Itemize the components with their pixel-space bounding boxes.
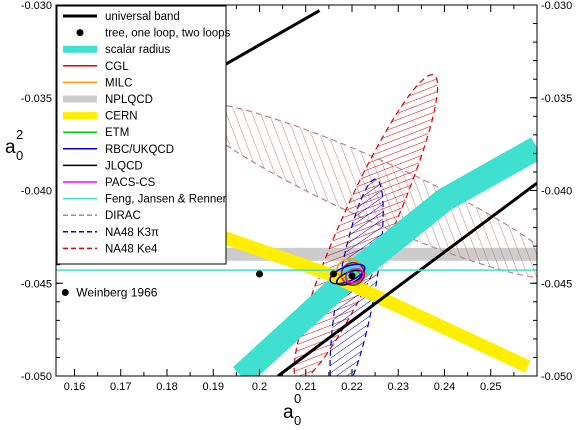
y-tick-label: -0.040 [21, 186, 52, 198]
x-tick-label: 0.2 [252, 381, 267, 393]
y-tick-label-right: -0.045 [541, 278, 572, 290]
point-weinberg [61, 289, 69, 297]
point-one-loop [330, 270, 337, 278]
x-axis-label-sup: 0 [294, 391, 301, 406]
scalar-radius-band [232, 137, 537, 376]
y-tick-label: -0.030 [21, 0, 52, 12]
x-tick-label: 0.25 [480, 381, 501, 393]
legend-label-cern: CERN [105, 111, 138, 123]
y-tick-label-right: -0.035 [541, 93, 572, 105]
legend-label-scalar-radius: scalar radius [105, 44, 170, 56]
point-tree [256, 270, 263, 278]
legend-label-feng-jansen-renner: Feng, Jansen & Renner [105, 194, 227, 206]
x-tick-label: 0.22 [341, 381, 362, 393]
legend-label-tree-one-loop-two-loops: tree, one loop, two loops [105, 28, 231, 40]
legend-label-universal-band: universal band [105, 11, 180, 23]
x-axis-label-main: a [283, 402, 294, 423]
legend-label-rbc-ukqcd: RBC/UKQCD [105, 144, 174, 156]
y-axis-label-sub: 0 [16, 148, 23, 163]
y-axis-label: a 0 2 [5, 127, 23, 163]
legend-label-cgl: CGL [105, 61, 129, 73]
x-axis-label-sub: 0 [294, 413, 301, 428]
legend-swatch-tree-one-loop-two-loops [76, 29, 84, 37]
legend-label-jlqcd: JLQCD [105, 160, 143, 172]
legend-label-pacs-cs: PACS-CS [105, 177, 156, 189]
legend-label-milc: MILC [105, 77, 132, 89]
x-tick-label: 0.18 [156, 381, 177, 393]
ellipse-rbc-ukqcd [329, 263, 366, 285]
plot-area [56, 9, 537, 376]
legend-label-etm: ETM [105, 127, 129, 139]
x-tick-label: 0.16 [64, 381, 85, 393]
y-tick-label-right: -0.050 [541, 371, 572, 383]
legend-label-na48-ke4: NA48 Ke4 [105, 243, 158, 255]
y-tick-label-right: -0.040 [541, 186, 572, 198]
y-tick-label: -0.050 [21, 371, 52, 383]
x-tick-label: 0.19 [203, 381, 224, 393]
annotation-weinberg: Weinberg 1966 [76, 286, 157, 300]
legend-label-nplqcd: NPLQCD [105, 94, 153, 106]
x-tick-label: 0.17 [110, 381, 131, 393]
x-tick-label: 0.24 [434, 381, 455, 393]
x-tick-label: 0.23 [388, 381, 409, 393]
y-axis-label-main: a [5, 137, 16, 158]
x-tick-label: 0.21 [295, 381, 316, 393]
universal-band-lower [277, 181, 537, 376]
legend-label-na48-k3-: NA48 K3π [105, 227, 159, 239]
y-tick-label: -0.035 [21, 93, 52, 105]
ellipse-pacs-cs [344, 268, 364, 284]
y-tick-label-right: -0.030 [541, 0, 572, 12]
y-axis-label-sup: 2 [16, 127, 23, 142]
point-two-loops [348, 272, 356, 280]
ellipse-cgl [340, 262, 366, 286]
y-tick-label: -0.045 [21, 278, 52, 290]
legend-label-dirac: DIRAC [105, 210, 141, 222]
x-axis-label: a 0 0 [283, 391, 301, 428]
legend: universal band tree, one loop, two loops s… [56, 5, 231, 265]
